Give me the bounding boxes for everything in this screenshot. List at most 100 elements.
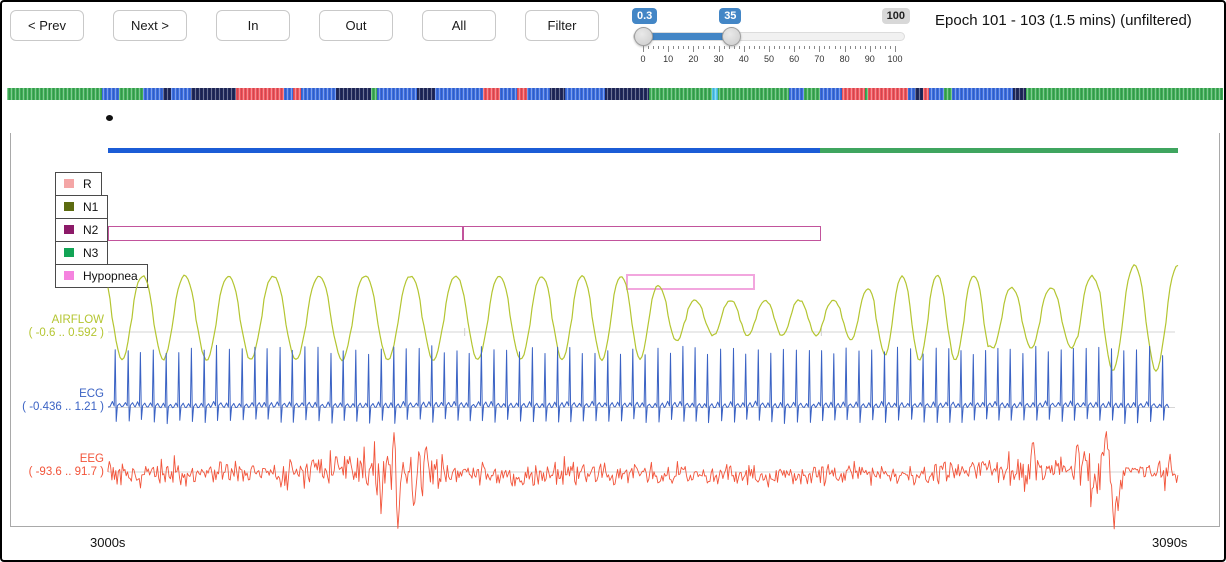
overview-hypnogram-strip[interactable] [7,88,1223,100]
stage-segment [435,88,483,100]
stage-segment [527,88,550,100]
zoom-in-button[interactable]: In [216,10,290,41]
slider-tick [794,46,795,52]
stage-segment [923,88,929,100]
stage-segment [842,88,866,100]
prev-button[interactable]: < Prev [10,10,84,41]
airflow-trace [108,265,1178,372]
slider-tick [895,46,896,52]
stage-segment [915,88,923,100]
slider-tick [769,46,770,52]
stage-segment [171,88,191,100]
slider-tick [850,46,851,49]
eeg-trace [108,432,1178,529]
stage-segment [191,88,236,100]
slider-tick [749,46,750,49]
stage-segment [102,88,119,100]
stage-segment [952,88,1013,100]
slider-tick [759,46,760,49]
slider-tick-label: 50 [764,54,774,64]
stage-segment [417,88,435,100]
slider-scale: 0102030405060708090100 [632,46,910,66]
slider-tick [698,46,699,49]
slider-tick [703,46,704,49]
slider-tick [709,46,710,49]
stage-segment [804,88,820,100]
stage-segment [236,88,284,100]
stage-segment [377,88,417,100]
eeg-range: ( -93.6 .. 91.7 ) [11,466,104,479]
stage-segment [371,88,378,100]
slider-tick [875,46,876,49]
stage-segment [565,88,605,100]
slider-tick-label: 100 [887,54,902,64]
slider-track[interactable] [633,32,905,41]
slider-tick [799,46,800,49]
stage-segment [301,88,336,100]
marker-dot [106,115,113,121]
slider-tick [774,46,775,49]
slider-tick-label: 80 [840,54,850,64]
slider-tick-label: 20 [688,54,698,64]
slider-tick [814,46,815,49]
stage-segment [1013,88,1026,100]
slider-tick [729,46,730,49]
slider-high-value: 35 [719,8,741,24]
slider-tick [824,46,825,49]
toolbar: < Prev Next > In Out All Filter [10,10,599,41]
slider-tick [784,46,785,49]
stage-segment [865,88,868,100]
page-title: Epoch 101 - 103 (1.5 mins) (unfiltered) [935,12,1192,29]
ecg-range: ( -0.436 .. 1.21 ) [11,401,104,414]
slider-tick [764,46,765,49]
slider-tick [683,46,684,49]
slider-tick [754,46,755,49]
slider-tick [714,46,715,49]
slider-tick [829,46,830,49]
filter-button[interactable]: Filter [525,10,599,41]
slider-handle-low[interactable] [634,27,653,46]
waveform-canvas [11,133,1221,527]
stage-segment [500,88,517,100]
slider-tick [845,46,846,52]
slider-tick [870,46,871,52]
stage-segment [483,88,500,100]
slider-tick [658,46,659,49]
zoom-out-button[interactable]: Out [319,10,393,41]
slider-tick [734,46,735,49]
slider-tick-label: 0 [640,54,645,64]
slider-tick [648,46,649,49]
stage-segment [163,88,171,100]
channel-label-ecg: ECG ( -0.436 .. 1.21 ) [11,388,104,414]
slider-tick-label: 30 [714,54,724,64]
stage-segment [929,88,944,100]
slider-tick [719,46,720,52]
slider-handle-high[interactable] [722,27,741,46]
stage-segment [119,88,144,100]
slider-tick [688,46,689,49]
slider-tick [744,46,745,52]
slider-tick [668,46,669,52]
ecg-name: ECG [11,388,104,401]
slider-tick [663,46,664,49]
slider-tick [678,46,679,49]
x-axis-start-label: 3000s [90,535,125,550]
stage-segment [517,88,527,100]
stage-segment [868,88,908,100]
signal-chart: RN1N2N3Hypopnea AIRFLOW ( -0.6 .. 0.592 … [10,133,1220,527]
stage-segment [293,88,301,100]
next-button[interactable]: Next > [113,10,187,41]
all-button[interactable]: All [422,10,496,41]
stage-segment [944,88,952,100]
slider-tick [840,46,841,49]
airflow-range: ( -0.6 .. 0.592 ) [11,327,104,340]
slider-tick [673,46,674,49]
slider-tick [809,46,810,49]
slider-tick [885,46,886,49]
stage-segment [908,88,915,100]
app-window: < PrevNext >InOutAllFilter 0.3 35 100 01… [0,0,1226,562]
channel-label-airflow: AIRFLOW ( -0.6 .. 0.592 ) [11,314,104,340]
slider-tick [739,46,740,49]
slider-tick [804,46,805,49]
slider-tick [789,46,790,49]
